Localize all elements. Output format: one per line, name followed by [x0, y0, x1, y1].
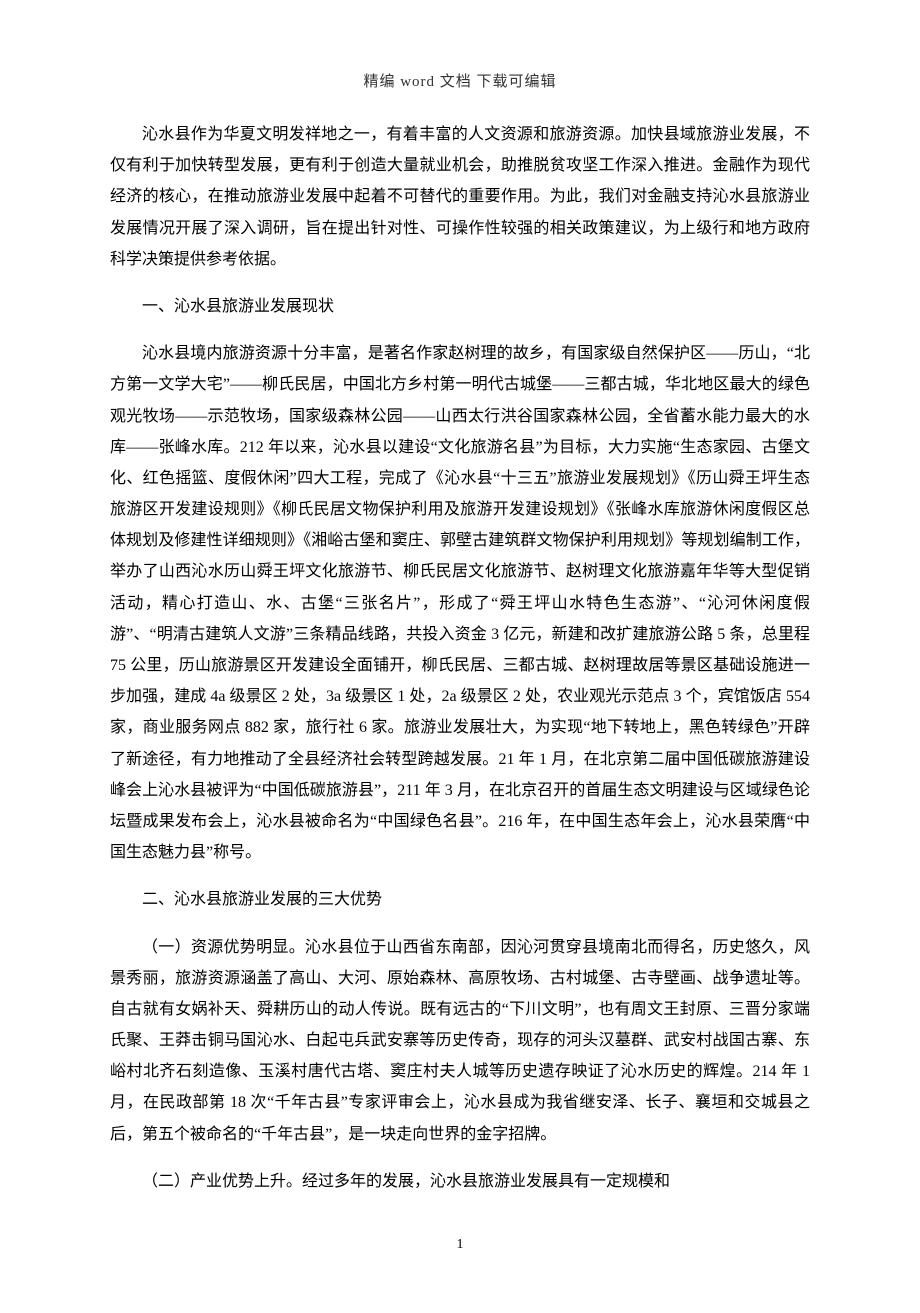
header-note: 精编 word 文档 下载可编辑: [110, 70, 810, 91]
section-1-title: 一、沁水县旅游业发展现状: [110, 291, 810, 322]
section-2-title: 二、沁水县旅游业发展的三大优势: [110, 884, 810, 915]
section-1-body: 沁水县境内旅游资源十分丰富，是著名作家赵树理的故乡，有国家级自然保护区——历山，…: [110, 338, 810, 868]
document-page: 精编 word 文档 下载可编辑 沁水县作为华夏文明发祥地之一，有着丰富的人文资…: [0, 0, 920, 1313]
intro-paragraph: 沁水县作为华夏文明发祥地之一，有着丰富的人文资源和旅游资源。加快县域旅游业发展，…: [110, 119, 810, 275]
section-2-paragraph-2: （二）产业优势上升。经过多年的发展，沁水县旅游业发展具有一定规模和: [110, 1166, 810, 1197]
page-number: 1: [110, 1237, 810, 1253]
section-2-paragraph-1: （一）资源优势明显。沁水县位于山西省东南部，因沁河贯穿县境南北而得名，历史悠久，…: [110, 932, 810, 1150]
